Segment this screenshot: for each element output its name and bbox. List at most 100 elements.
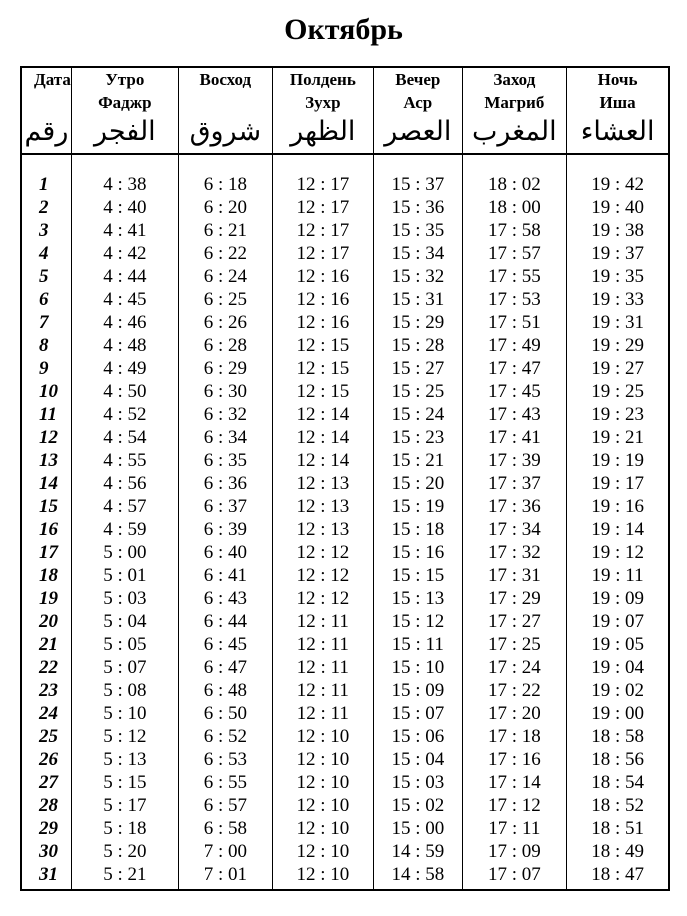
table-row: 21 5 : 05 6 : 45 12 : 11 15 : 11 17 : 25 19 : … xyxy=(20,633,670,656)
asr-time-cell: 15 : 04 xyxy=(372,748,463,771)
asr-time-cell: 15 : 10 xyxy=(372,656,463,679)
asr-time-cell: 15 : 16 xyxy=(372,541,463,564)
maghrib-time-cell: 17 : 43 xyxy=(461,403,567,426)
fajr-time-cell: 5 : 03 xyxy=(70,587,179,610)
sunrise-time-cell: 6 : 21 xyxy=(177,219,273,242)
dhuhr-time-cell: 12 : 12 xyxy=(271,564,374,587)
sunrise-time-cell: 6 : 37 xyxy=(177,495,273,518)
dhuhr-time-cell: 12 : 17 xyxy=(271,173,374,196)
fajr-time-cell: 4 : 59 xyxy=(70,518,179,541)
day-cell: 25 xyxy=(20,725,72,748)
asr-time-cell: 15 : 31 xyxy=(372,288,463,311)
sunrise-time-cell: 6 : 30 xyxy=(177,380,273,403)
dhuhr-time-cell: 12 : 16 xyxy=(271,265,374,288)
sunrise-time-cell: 6 : 40 xyxy=(177,541,273,564)
maghrib-time-cell: 17 : 25 xyxy=(461,633,567,656)
maghrib-time-cell: 17 : 51 xyxy=(461,311,567,334)
spacer-row xyxy=(20,154,670,173)
table-row: 18 5 : 01 6 : 41 12 : 12 15 : 15 17 : 31 19 : … xyxy=(20,564,670,587)
dhuhr-time-cell: 12 : 12 xyxy=(271,587,374,610)
dhuhr-time-cell: 12 : 15 xyxy=(271,334,374,357)
day-cell: 31 xyxy=(20,863,72,890)
sunrise-time-cell: 6 : 44 xyxy=(177,610,273,633)
maghrib-time-cell: 17 : 55 xyxy=(461,265,567,288)
empty-cell xyxy=(20,154,72,173)
maghrib-time-cell: 17 : 37 xyxy=(461,472,567,495)
day-cell: 30 xyxy=(20,840,72,863)
maghrib-time-cell: 17 : 16 xyxy=(461,748,567,771)
table-row: 13 4 : 55 6 : 35 12 : 14 15 : 21 17 : 39 19 : … xyxy=(20,449,670,472)
asr-time-cell: 14 : 59 xyxy=(372,840,463,863)
header-label-ar: المغرب xyxy=(471,116,557,146)
fajr-time-cell: 5 : 17 xyxy=(70,794,179,817)
sunrise-time-cell: 6 : 25 xyxy=(177,288,273,311)
sunrise-time-cell: 6 : 48 xyxy=(177,679,273,702)
column-header-date: Дата رقم xyxy=(20,67,72,155)
day-cell: 6 xyxy=(20,288,72,311)
maghrib-time-cell: 17 : 07 xyxy=(461,863,567,890)
dhuhr-time-cell: 12 : 17 xyxy=(271,219,374,242)
empty-cell xyxy=(565,154,670,173)
asr-time-cell: 15 : 11 xyxy=(372,633,463,656)
table-row: 11 4 : 52 6 : 32 12 : 14 15 : 24 17 : 43 19 : … xyxy=(20,403,670,426)
isha-time-cell: 19 : 40 xyxy=(565,196,670,219)
dhuhr-time-cell: 12 : 11 xyxy=(271,702,374,725)
sunrise-time-cell: 6 : 20 xyxy=(177,196,273,219)
prayer-times-table: Дата رقم Утро Фаджр الفجر Восход شروق Полдень Зу… xyxy=(20,66,671,891)
maghrib-time-cell: 17 : 12 xyxy=(461,794,567,817)
dhuhr-time-cell: 12 : 14 xyxy=(271,426,374,449)
asr-time-cell: 15 : 12 xyxy=(372,610,463,633)
maghrib-time-cell: 17 : 32 xyxy=(461,541,567,564)
dhuhr-time-cell: 12 : 17 xyxy=(271,242,374,265)
sunrise-time-cell: 6 : 45 xyxy=(177,633,273,656)
day-cell: 23 xyxy=(20,679,72,702)
asr-time-cell: 15 : 32 xyxy=(372,265,463,288)
sunrise-time-cell: 6 : 43 xyxy=(177,587,273,610)
header-label-ru: Дата xyxy=(34,70,71,89)
day-cell: 15 xyxy=(20,495,72,518)
sunrise-time-cell: 6 : 29 xyxy=(177,357,273,380)
sunrise-time-cell: 7 : 01 xyxy=(177,863,273,890)
column-header-sunrise: Восход شروق xyxy=(177,67,273,155)
asr-time-cell: 15 : 34 xyxy=(372,242,463,265)
table-row: 29 5 : 18 6 : 58 12 : 10 15 : 00 17 : 11 18 : … xyxy=(20,817,670,840)
maghrib-time-cell: 17 : 41 xyxy=(461,426,567,449)
table-row: 12 4 : 54 6 : 34 12 : 14 15 : 23 17 : 41 19 : … xyxy=(20,426,670,449)
isha-time-cell: 19 : 04 xyxy=(565,656,670,679)
isha-time-cell: 18 : 52 xyxy=(565,794,670,817)
asr-time-cell: 15 : 06 xyxy=(372,725,463,748)
maghrib-time-cell: 18 : 02 xyxy=(461,173,567,196)
column-header-isha: Ночь Иша العشاء xyxy=(565,67,670,155)
table-row: 17 5 : 00 6 : 40 12 : 12 15 : 16 17 : 32 19 : … xyxy=(20,541,670,564)
dhuhr-time-cell: 12 : 11 xyxy=(271,633,374,656)
maghrib-time-cell: 17 : 24 xyxy=(461,656,567,679)
maghrib-time-cell: 17 : 29 xyxy=(461,587,567,610)
dhuhr-time-cell: 12 : 11 xyxy=(271,610,374,633)
isha-time-cell: 19 : 21 xyxy=(565,426,670,449)
isha-time-cell: 19 : 29 xyxy=(565,334,670,357)
asr-time-cell: 15 : 23 xyxy=(372,426,463,449)
sunrise-time-cell: 6 : 55 xyxy=(177,771,273,794)
asr-time-cell: 15 : 02 xyxy=(372,794,463,817)
isha-time-cell: 18 : 56 xyxy=(565,748,670,771)
asr-time-cell: 15 : 19 xyxy=(372,495,463,518)
asr-time-cell: 15 : 24 xyxy=(372,403,463,426)
fajr-time-cell: 5 : 07 xyxy=(70,656,179,679)
fajr-time-cell: 5 : 20 xyxy=(70,840,179,863)
asr-time-cell: 15 : 18 xyxy=(372,518,463,541)
isha-time-cell: 19 : 16 xyxy=(565,495,670,518)
dhuhr-time-cell: 12 : 11 xyxy=(271,679,374,702)
day-cell: 13 xyxy=(20,449,72,472)
fajr-time-cell: 4 : 54 xyxy=(70,426,179,449)
sunrise-time-cell: 6 : 32 xyxy=(177,403,273,426)
isha-time-cell: 18 : 47 xyxy=(565,863,670,890)
asr-time-cell: 15 : 29 xyxy=(372,311,463,334)
sunrise-time-cell: 6 : 57 xyxy=(177,794,273,817)
day-cell: 29 xyxy=(20,817,72,840)
isha-time-cell: 19 : 05 xyxy=(565,633,670,656)
dhuhr-time-cell: 12 : 10 xyxy=(271,817,374,840)
fajr-time-cell: 5 : 08 xyxy=(70,679,179,702)
day-cell: 28 xyxy=(20,794,72,817)
